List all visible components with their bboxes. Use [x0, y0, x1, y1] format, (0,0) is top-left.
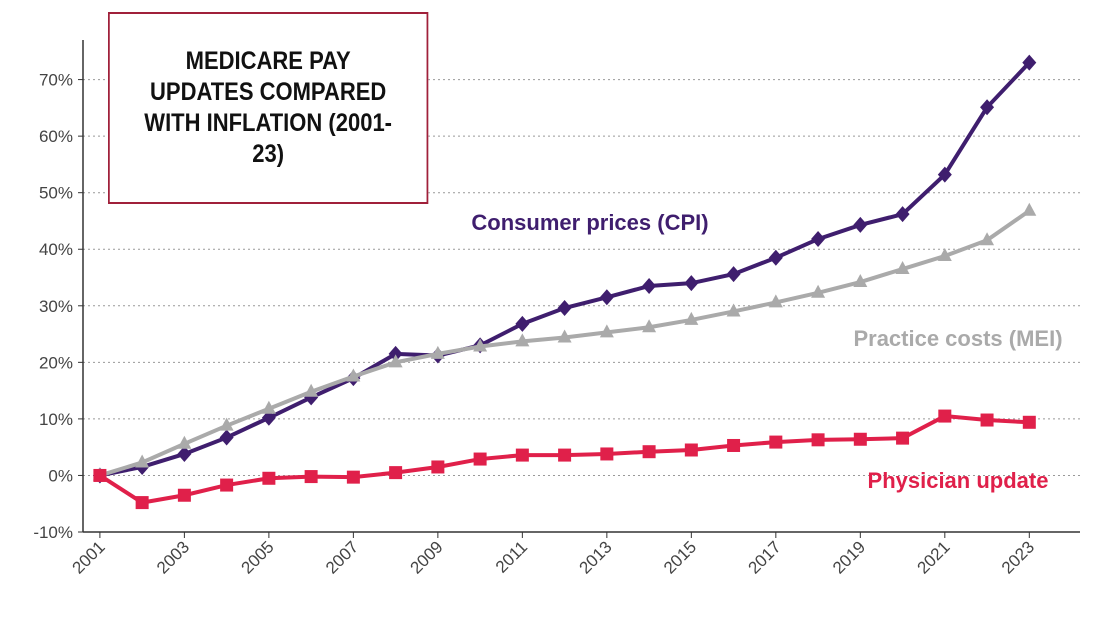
point: [135, 496, 149, 510]
x-tick-label: 2009: [407, 537, 447, 577]
point: [304, 470, 318, 484]
point: [261, 400, 276, 414]
point: [769, 435, 783, 449]
point: [219, 429, 234, 446]
x-tick-label: 2013: [575, 537, 615, 577]
point: [938, 409, 952, 423]
point: [304, 383, 319, 397]
y-tick-label: 40%: [39, 240, 73, 259]
point: [980, 232, 995, 246]
x-tick-label: 2011: [492, 537, 531, 576]
legend-label: Practice costs (MEI): [853, 326, 1062, 351]
point: [135, 454, 150, 468]
point: [811, 433, 825, 447]
point: [557, 329, 572, 343]
point: [346, 368, 361, 382]
point: [600, 447, 614, 461]
point: [515, 448, 529, 462]
point: [642, 278, 657, 294]
x-tick-label: 2003: [153, 537, 193, 577]
point: [684, 311, 699, 325]
point: [558, 448, 572, 462]
point: [177, 488, 191, 502]
point: [430, 345, 445, 359]
point: [726, 303, 741, 317]
point: [1022, 202, 1037, 216]
point: [726, 266, 741, 283]
y-tick-label: 30%: [39, 297, 73, 316]
point: [853, 432, 867, 446]
point: [219, 417, 234, 431]
legend-label: Consumer prices (CPI): [471, 210, 708, 235]
point: [1022, 415, 1036, 429]
y-tick-label: 20%: [39, 353, 73, 372]
point: [220, 478, 234, 492]
point: [895, 206, 910, 223]
y-tick-label: 70%: [39, 71, 73, 90]
point: [642, 319, 657, 333]
point: [727, 438, 741, 452]
point: [896, 431, 910, 445]
point: [473, 338, 488, 352]
x-tick-label: 2017: [744, 537, 784, 577]
x-tick-label: 2007: [322, 537, 362, 577]
y-tick-label: 50%: [39, 184, 73, 203]
point: [937, 166, 952, 183]
point: [93, 468, 107, 482]
point: [768, 249, 783, 266]
x-tick-label: 2005: [238, 537, 278, 577]
point: [388, 345, 403, 362]
point: [853, 274, 868, 288]
x-tick-label: 2001: [69, 537, 109, 577]
point: [431, 460, 445, 474]
point: [853, 216, 868, 233]
point: [599, 324, 614, 338]
point: [346, 470, 360, 484]
x-tick-label: 2023: [998, 537, 1038, 577]
point: [473, 452, 487, 466]
point: [684, 443, 698, 457]
point: [599, 289, 614, 306]
point: [642, 445, 656, 459]
point: [515, 333, 530, 347]
point: [980, 99, 995, 116]
legend-label: Physician update: [868, 468, 1049, 493]
x-tick-label: 2021: [913, 537, 953, 577]
chart-title: MEDICARE PAY UPDATES COMPARED WITH INFLA…: [108, 12, 429, 204]
point: [768, 294, 783, 308]
point: [811, 231, 826, 248]
point: [1022, 54, 1037, 71]
point: [811, 284, 826, 298]
point: [177, 435, 192, 449]
point: [980, 413, 994, 427]
y-tick-label: -10%: [33, 523, 73, 542]
point: [937, 248, 952, 262]
point: [389, 466, 403, 480]
y-tick-label: 0%: [48, 466, 73, 485]
x-tick-label: 2015: [660, 537, 700, 577]
y-tick-label: 60%: [39, 127, 73, 146]
point: [557, 300, 572, 317]
y-tick-label: 10%: [39, 410, 73, 429]
point: [262, 471, 276, 485]
point: [388, 354, 403, 368]
x-tick-label: 2019: [829, 537, 869, 577]
point: [177, 445, 192, 462]
point: [684, 275, 699, 292]
point: [515, 315, 530, 332]
point: [261, 409, 276, 426]
point: [895, 261, 910, 275]
